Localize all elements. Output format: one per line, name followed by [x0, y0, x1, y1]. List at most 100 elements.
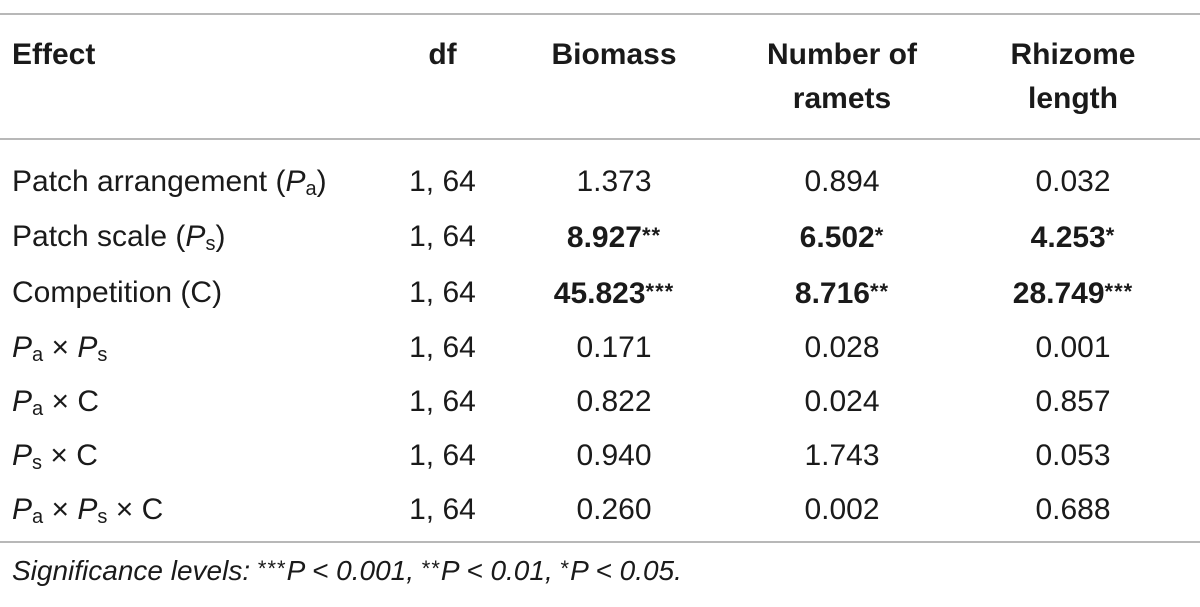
symbol-p: P [12, 385, 33, 418]
header-effect: Effect [12, 38, 96, 71]
ramets-value: 0.024 [804, 385, 880, 418]
effect-cell: Patch arrangement (Pa) [0, 138, 385, 209]
symbol-p: P [12, 439, 33, 472]
ramets-cell: 0.894 [728, 138, 956, 209]
symbol-p: P [285, 165, 306, 198]
header-rhizome-line2: length [1028, 82, 1118, 115]
symbol-p: P [77, 331, 98, 364]
footnote-threshold-3: P < 0.001, [286, 555, 414, 586]
significance-stars: ** [641, 223, 662, 248]
biomass-cell: 0.940 [500, 429, 728, 483]
ramets-value: 0.002 [804, 493, 880, 526]
symbol-c: C [141, 493, 164, 526]
table-row: Ps × C 1, 64 0.940 1.743 0.053 [0, 429, 1190, 483]
header-biomass: Biomass [551, 38, 677, 71]
symbol-c: C [76, 439, 98, 472]
ramets-cell: 0.002 [728, 483, 956, 537]
close-paren: ) [316, 165, 327, 198]
table-row: Patch scale (Ps) 1, 64 8.927** 6.502* 4.… [0, 209, 1190, 265]
ramets-cell: 0.024 [728, 375, 956, 429]
biomass-value: 0.171 [576, 331, 652, 364]
df-cell: 1, 64 [409, 493, 476, 526]
biomass-value: 0.822 [576, 385, 652, 418]
symbol-p: P [12, 331, 33, 364]
footnote-threshold-1: P < 0.05. [570, 555, 682, 586]
effect-cell: Patch scale (Ps) [0, 209, 385, 265]
rhizome-cell: 0.688 [956, 483, 1190, 537]
anova-table: Effect df Biomass Number of ramets Rhizom… [0, 0, 1190, 537]
effect-cell: Pa × Ps [0, 321, 385, 375]
df-cell: 1, 64 [409, 165, 476, 198]
biomass-value: 8.927 [566, 221, 642, 254]
biomass-cell: 0.822 [500, 375, 728, 429]
rhizome-value: 0.032 [1035, 165, 1111, 198]
header-rule [0, 138, 1200, 140]
header-ramets-line1: Number of [767, 38, 917, 71]
biomass-cell: 8.927** [500, 209, 728, 265]
df-cell: 1, 64 [409, 331, 476, 364]
significance-stars: *** [1104, 279, 1134, 304]
significance-stars: *** [645, 279, 675, 304]
df-cell: 1, 64 [409, 439, 476, 472]
df-cell: 1, 64 [409, 385, 476, 418]
ramets-value: 0.028 [804, 331, 880, 364]
rhizome-value: 0.857 [1035, 385, 1111, 418]
table-row: Pa × C 1, 64 0.822 0.024 0.857 [0, 375, 1190, 429]
subscript-a: a [32, 506, 44, 528]
table-row: Competition (C) 1, 64 45.823*** 8.716** … [0, 265, 1190, 321]
footnote-stars-1: * [560, 556, 571, 581]
ramets-value: 0.894 [804, 165, 880, 198]
biomass-value: 0.260 [576, 493, 652, 526]
subscript-a: a [305, 178, 317, 200]
subscript-a: a [32, 398, 44, 420]
subscript-s: s [32, 452, 43, 474]
ramets-value: 1.743 [804, 439, 880, 472]
rhizome-cell: 4.253* [956, 209, 1190, 265]
symbol-p: P [12, 493, 33, 526]
times-symbol: × [51, 385, 70, 418]
biomass-cell: 0.171 [500, 321, 728, 375]
ramets-cell: 0.028 [728, 321, 956, 375]
times-symbol: × [115, 493, 134, 526]
effect-cell: Pa × Ps × C [0, 483, 385, 537]
table-row: Pa × Ps 1, 64 0.171 0.028 0.001 [0, 321, 1190, 375]
rhizome-value: 0.688 [1035, 493, 1111, 526]
rhizome-cell: 0.857 [956, 375, 1190, 429]
effect-cell: Pa × C [0, 375, 385, 429]
effect-cell: Ps × C [0, 429, 385, 483]
bottom-rule [0, 541, 1200, 543]
table-row: Pa × Ps × C 1, 64 0.260 0.002 0.688 [0, 483, 1190, 537]
rhizome-cell: 0.001 [956, 321, 1190, 375]
close-paren: ) [215, 220, 226, 253]
footnote-threshold-2: P < 0.01, [440, 555, 553, 586]
effect-label: Competition (C) [12, 276, 223, 309]
biomass-value: 1.373 [576, 165, 652, 198]
subscript-s: s [97, 506, 108, 528]
df-cell: 1, 64 [409, 220, 476, 253]
rhizome-cell: 28.749*** [956, 265, 1190, 321]
symbol-c: C [77, 385, 100, 418]
table-header: Effect df Biomass Number of ramets Rhizom… [0, 0, 1190, 138]
footnote-stars-2: ** [421, 556, 441, 581]
effect-cell: Competition (C) [0, 265, 385, 321]
times-symbol: × [50, 439, 68, 472]
effect-label: Patch scale ( [12, 220, 186, 253]
table-row: Patch arrangement (Pa) 1, 64 1.373 0.894… [0, 138, 1190, 209]
subscript-a: a [32, 344, 44, 366]
footnote-stars-3: *** [257, 556, 287, 581]
significance-stars: * [874, 223, 885, 248]
ramets-value: 8.716 [794, 277, 870, 310]
symbol-p: P [185, 220, 206, 253]
header-number-of-ramets: Number of ramets [728, 0, 956, 138]
ramets-cell: 1.743 [728, 429, 956, 483]
subscript-s: s [97, 344, 108, 366]
table-body: Patch arrangement (Pa) 1, 64 1.373 0.894… [0, 138, 1190, 537]
subscript-s: s [205, 233, 216, 255]
times-symbol: × [51, 331, 70, 364]
significance-stars: ** [869, 279, 890, 304]
biomass-cell: 0.260 [500, 483, 728, 537]
biomass-cell: 45.823*** [500, 265, 728, 321]
rhizome-cell: 0.053 [956, 429, 1190, 483]
top-rule [0, 13, 1200, 15]
ramets-cell: 6.502* [728, 209, 956, 265]
